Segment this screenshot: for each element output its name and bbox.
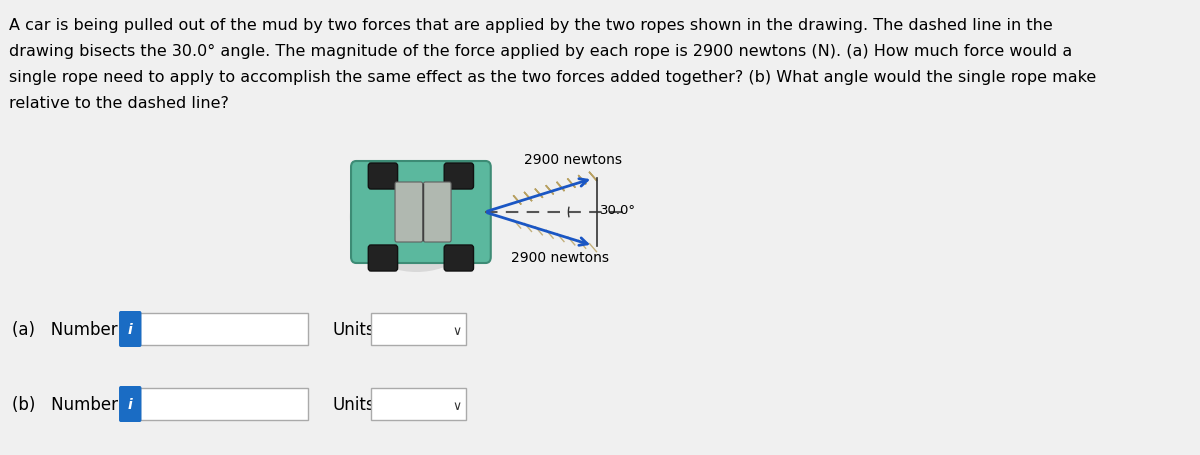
FancyBboxPatch shape [119, 311, 142, 347]
Text: single rope need to apply to accomplish the same effect as the two forces added : single rope need to apply to accomplish … [8, 70, 1096, 85]
FancyBboxPatch shape [139, 313, 308, 345]
Text: (b)   Number: (b) Number [12, 395, 118, 413]
Text: A car is being pulled out of the mud by two forces that are applied by the two r: A car is being pulled out of the mud by … [8, 18, 1052, 33]
Text: drawing bisects the 30.0° angle. The magnitude of the force applied by each rope: drawing bisects the 30.0° angle. The mag… [8, 44, 1072, 59]
FancyBboxPatch shape [395, 182, 422, 243]
Text: ∨: ∨ [452, 399, 462, 413]
Text: ∨: ∨ [452, 325, 462, 338]
FancyBboxPatch shape [139, 388, 308, 420]
FancyBboxPatch shape [352, 162, 491, 263]
FancyBboxPatch shape [119, 386, 142, 422]
FancyBboxPatch shape [444, 245, 474, 271]
Text: Units: Units [332, 395, 374, 413]
FancyBboxPatch shape [371, 313, 466, 345]
FancyBboxPatch shape [424, 182, 451, 243]
FancyBboxPatch shape [368, 245, 397, 271]
Text: 2900 newtons: 2900 newtons [511, 250, 608, 264]
Text: (a)   Number: (a) Number [12, 320, 118, 338]
FancyBboxPatch shape [371, 388, 466, 420]
Text: relative to the dashed line?: relative to the dashed line? [8, 96, 228, 111]
Text: Units: Units [332, 320, 374, 338]
Text: i: i [128, 397, 133, 411]
Text: 2900 newtons: 2900 newtons [523, 153, 622, 167]
Text: i: i [128, 322, 133, 336]
FancyBboxPatch shape [444, 164, 474, 190]
FancyBboxPatch shape [368, 164, 397, 190]
Ellipse shape [349, 162, 484, 273]
Text: 30.0°: 30.0° [600, 203, 636, 216]
